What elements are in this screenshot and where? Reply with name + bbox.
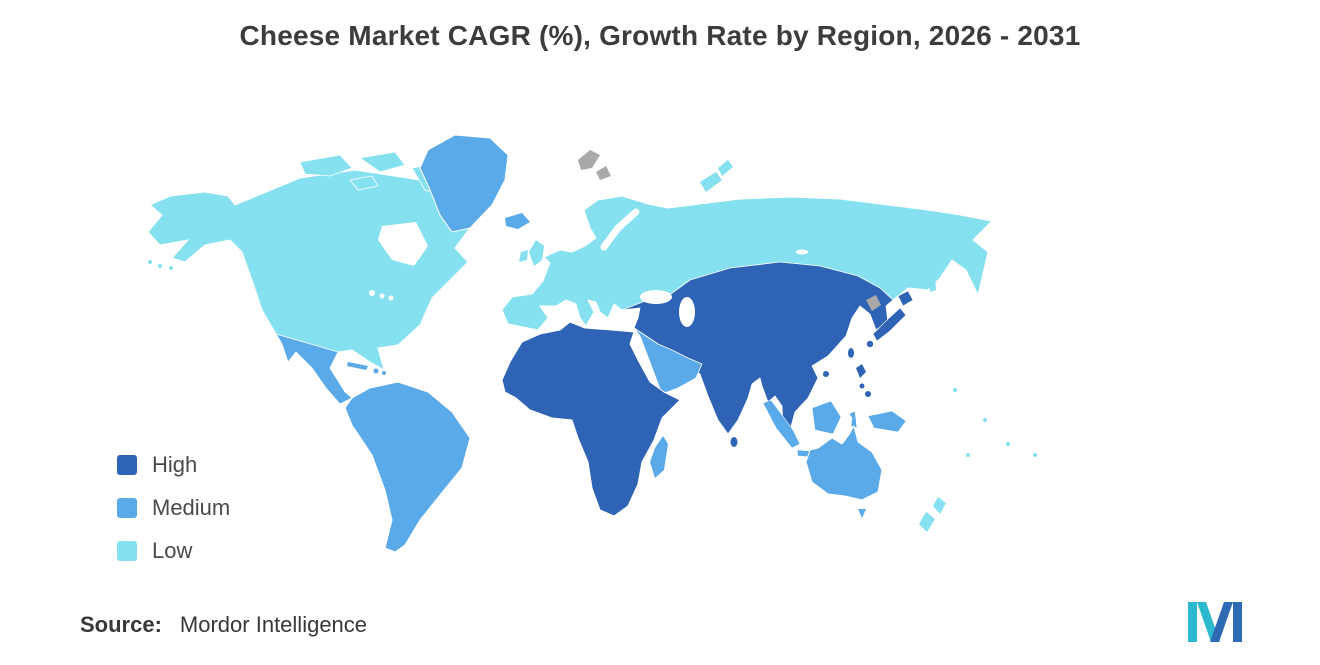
region-sakhalin (928, 262, 936, 292)
region-hainan (823, 371, 829, 377)
aleutian-islands (148, 260, 173, 270)
region-new-zealand (919, 497, 946, 532)
region-south-america (344, 381, 471, 553)
mordor-intelligence-logo-icon (1188, 602, 1242, 642)
legend-item-low: Low (117, 538, 230, 564)
region-arabian-peninsula (633, 327, 703, 395)
lake-baikal (796, 249, 808, 255)
region-madagascar (650, 436, 668, 478)
region-taiwan (848, 348, 854, 358)
pacific-islands (953, 388, 1037, 457)
caspian-sea (679, 297, 695, 327)
legend-item-high: High (117, 452, 230, 478)
great-lakes (369, 290, 394, 301)
source-line: Source: Mordor Intelligence (80, 612, 367, 638)
page-title: Cheese Market CAGR (%), Growth Rate by R… (239, 20, 1081, 51)
region-indonesia (762, 399, 907, 464)
legend-swatch-medium (117, 498, 137, 518)
region-greenland (419, 134, 509, 233)
region-iceland (505, 213, 530, 229)
source-prefix: Source: (80, 612, 162, 637)
black-sea (640, 290, 672, 304)
source-text: Mordor Intelligence (179, 612, 368, 637)
region-north-korea (866, 295, 881, 311)
region-japan (866, 290, 914, 348)
region-mexico-central-america (275, 333, 353, 405)
legend-swatch-low (117, 541, 137, 561)
region-tasmania (858, 509, 866, 518)
legend-label-medium: Medium (152, 495, 231, 520)
legend-swatch-high (117, 455, 137, 475)
legend-item-medium: Medium (117, 495, 230, 521)
region-svalbard (578, 150, 611, 180)
region-africa (501, 321, 681, 517)
legend-label-low: Low (152, 538, 193, 563)
legend: High Medium Low (117, 452, 230, 564)
region-australia (805, 425, 883, 501)
region-north-america (147, 169, 473, 405)
region-sri-lanka (730, 437, 738, 447)
region-novaya-zemlya (700, 160, 733, 192)
baltic-sea (600, 208, 640, 251)
region-uk-ireland (519, 240, 544, 266)
region-philippines (856, 364, 871, 397)
hudson-bay (378, 222, 428, 266)
region-caribbean (347, 362, 386, 375)
legend-label-high: High (152, 452, 198, 477)
